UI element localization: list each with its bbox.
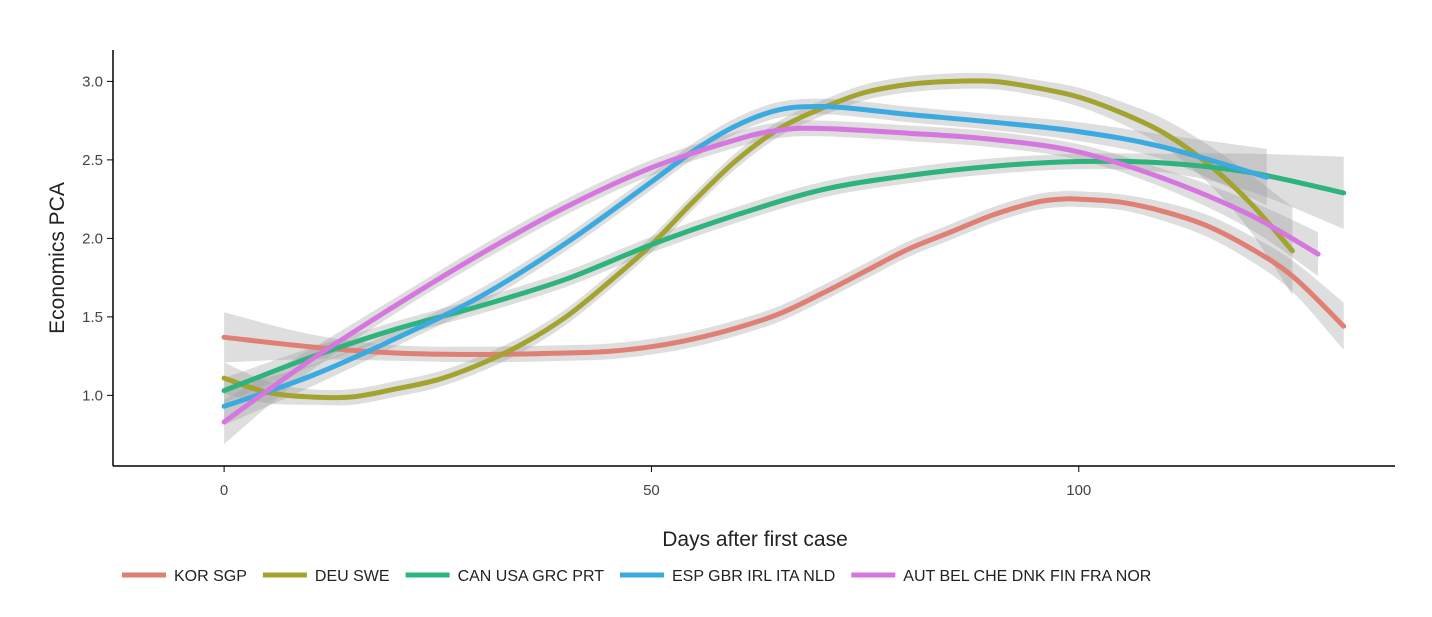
confidence-band-can-usa-grc-prt	[224, 153, 1344, 404]
x-tick-label: 0	[220, 482, 228, 499]
y-tick-label: 1.5	[82, 309, 103, 326]
legend-label: CAN USA GRC PRT	[458, 568, 605, 585]
y-tick-label: 2.5	[82, 152, 103, 169]
axes	[112, 50, 1395, 467]
legend-label: AUT BEL CHE DNK FIN FRA NOR	[903, 568, 1151, 585]
x-tick-label: 100	[1066, 482, 1091, 499]
legend: KOR SGP DEU SWE CAN USA GRC PRT ESP GBR IRL…	[122, 568, 1151, 585]
y-tick-label: 2.0	[82, 230, 103, 247]
axis-ticks: 1.0 1.5 2.0 2.5 3.0 0 50 100	[82, 73, 1091, 499]
y-tick-label: 3.0	[82, 73, 103, 90]
x-axis-title: Days after first case	[662, 528, 848, 551]
y-tick-label: 1.0	[82, 387, 103, 404]
x-tick-label: 50	[643, 482, 660, 499]
series-line-can-usa-grc-prt	[221, 158, 1347, 394]
confidence-band-deu-swe	[224, 72, 1293, 406]
legend-item-deu-swe: DEU SWE	[262, 568, 390, 585]
series-line-deu-swe	[221, 78, 1295, 401]
legend-label: DEU SWE	[315, 568, 390, 585]
confidence-band-aut-bel-che-dnk-fin-fra-nor	[224, 120, 1319, 445]
series-line-aut-bel-che-dnk-fin-fra-nor	[221, 125, 1321, 425]
legend-label: KOR SGP	[174, 568, 247, 585]
legend-label: ESP GBR IRL ITA NLD	[672, 568, 835, 585]
legend-item-aut-bel-che-dnk-fin-fra-nor: AUT BEL CHE DNK FIN FRA NOR	[851, 568, 1151, 585]
series-lines	[221, 78, 1347, 425]
y-axis-title: Economics PCA	[46, 182, 69, 334]
legend-item-esp-gbr-irl-ita-nld: ESP GBR IRL ITA NLD	[619, 568, 835, 585]
legend-item-kor-sgp: KOR SGP	[122, 568, 247, 585]
legend-item-can-usa-grc-prt: CAN USA GRC PRT	[405, 568, 605, 585]
series-line-esp-gbr-irl-ita-nld	[221, 104, 1270, 409]
